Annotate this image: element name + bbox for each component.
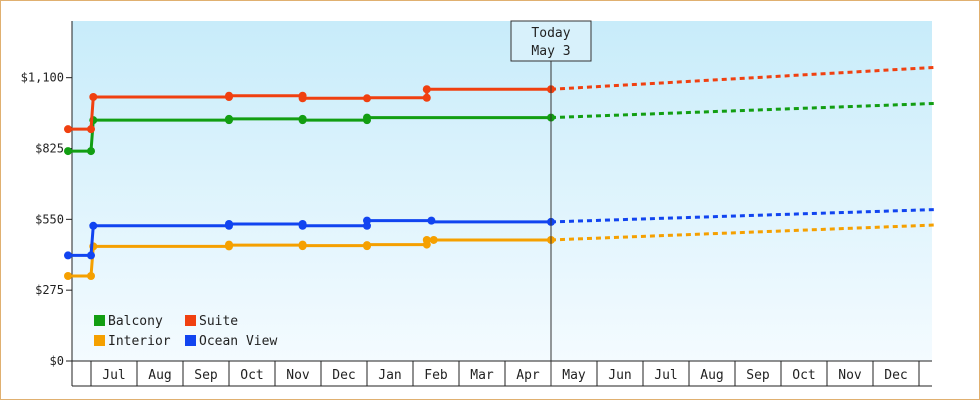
x-tick-label: Dec xyxy=(884,368,907,383)
series-forecast-line xyxy=(550,208,936,224)
legend-label: Balcony xyxy=(108,314,163,329)
data-point xyxy=(363,113,371,122)
plot-background xyxy=(72,21,932,361)
data-point xyxy=(89,221,98,230)
x-tick-label: Aug xyxy=(148,368,171,383)
legend-item: Suite xyxy=(185,314,238,329)
legend-label: Suite xyxy=(199,314,238,329)
x-tick-label: Jun xyxy=(608,368,631,383)
data-point xyxy=(298,94,307,103)
data-point xyxy=(422,235,431,244)
y-tick-label: $1,100 xyxy=(21,71,64,85)
series-forecast-line xyxy=(550,65,936,91)
y-tick-label: $275 xyxy=(35,283,64,297)
data-point xyxy=(422,93,431,102)
today-box xyxy=(510,20,592,62)
data-point xyxy=(225,91,233,100)
x-tick-label: Mar xyxy=(470,368,494,383)
series-balcony xyxy=(64,101,936,156)
data-point xyxy=(422,85,431,94)
legend-label: Ocean View xyxy=(199,334,277,349)
series-suite xyxy=(64,65,936,134)
data-point xyxy=(298,242,307,251)
data-point xyxy=(225,114,233,123)
data-point xyxy=(89,92,98,101)
x-tick-label: Feb xyxy=(424,368,448,383)
x-tick-label: Nov xyxy=(286,368,310,383)
series-ocean-view xyxy=(64,208,936,260)
data-point xyxy=(64,147,72,156)
data-point xyxy=(64,251,72,260)
x-tick-label: Sep xyxy=(746,368,770,383)
data-point xyxy=(225,240,233,249)
x-tick-label: Nov xyxy=(838,368,862,383)
x-tick-label: Apr xyxy=(516,368,540,383)
legend-item: Balcony xyxy=(94,314,163,329)
legend-label: Interior xyxy=(108,334,171,349)
today-date: May 3 xyxy=(531,44,570,59)
x-tick-label: Oct xyxy=(240,368,263,383)
y-tick-label: $825 xyxy=(35,142,64,156)
x-tick-label: Dec xyxy=(332,368,355,383)
series-interior xyxy=(64,223,936,280)
x-tick-label: Oct xyxy=(792,368,815,383)
legend-item: Ocean View xyxy=(185,334,277,349)
data-point xyxy=(64,272,72,280)
x-tick-label: May xyxy=(562,368,586,383)
legend-swatch xyxy=(185,315,196,326)
x-tick-label: Jul xyxy=(654,368,677,383)
data-point xyxy=(298,116,307,125)
series-forecast-line xyxy=(550,101,936,120)
data-point xyxy=(363,94,371,103)
data-point xyxy=(87,125,95,134)
x-tick-label: Jan xyxy=(378,368,401,383)
series-forecast-line xyxy=(550,223,936,242)
legend-swatch xyxy=(94,335,105,346)
legend-swatch xyxy=(94,315,105,326)
data-point xyxy=(427,216,436,225)
x-tick-label: Sep xyxy=(194,368,218,383)
today-label: Today xyxy=(531,26,570,41)
y-tick-label: $0 xyxy=(50,354,64,368)
data-point xyxy=(64,125,72,134)
data-point xyxy=(363,241,371,250)
legend-item: Interior xyxy=(94,334,171,349)
x-tick-label: Jul xyxy=(102,368,125,383)
x-tick-label: Aug xyxy=(700,368,723,383)
data-point xyxy=(87,272,95,280)
data-point xyxy=(87,147,95,156)
data-point xyxy=(298,221,307,230)
legend-swatch xyxy=(185,335,196,346)
data-point xyxy=(363,216,371,225)
data-point xyxy=(429,235,438,244)
data-point xyxy=(225,219,233,228)
y-tick-label: $550 xyxy=(35,212,64,226)
data-point xyxy=(87,251,95,260)
